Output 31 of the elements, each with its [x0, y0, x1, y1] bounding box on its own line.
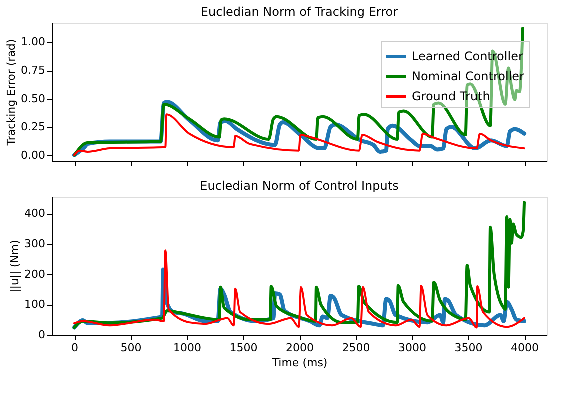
line-series	[74, 114, 526, 156]
line-series	[73, 27, 524, 157]
x-tick-label: 0	[72, 342, 78, 354]
y-tick-label: 0.25	[21, 120, 46, 134]
x-tick-label: 1000	[174, 342, 202, 354]
x-tick-label: 4000	[511, 342, 539, 354]
x-tick-label: 2000	[286, 342, 314, 354]
x-tick-label: 3000	[398, 342, 426, 354]
x-tick-label: 3500	[454, 342, 483, 354]
chart-title: Eucledian Norm of Control Inputs	[200, 179, 399, 193]
y-tick-label: 0.50	[21, 92, 46, 106]
chart-title: Eucledian Norm of Tracking Error	[200, 5, 398, 19]
y-tick-label: 1.00	[21, 36, 46, 49]
y-axis-title: ||u|| (Nm)	[8, 240, 22, 293]
y-tick-label: 300	[24, 238, 46, 251]
x-tick-label: 1500	[230, 342, 258, 354]
x-tick-label: 500	[120, 342, 142, 354]
y-tick-label: 100	[24, 298, 46, 312]
x-tick-label: 2500	[342, 342, 370, 354]
x-axis-title: Time (ms)	[271, 356, 328, 370]
y-tick-label: 200	[24, 268, 46, 281]
y-tick-label: 0	[38, 328, 46, 342]
y-tick-label: 0.00	[21, 148, 46, 162]
legend-label: Ground Truth	[412, 90, 490, 104]
line-series	[73, 201, 526, 330]
y-tick-label: 0.75	[21, 64, 46, 78]
line-series	[74, 250, 526, 329]
y-axis-title: Tracking Error (rad)	[5, 39, 18, 147]
y-tick-label: 400	[24, 207, 46, 220]
legend-label: Nominal Controller	[412, 70, 525, 84]
legend-label: Learned Controller	[412, 50, 524, 64]
